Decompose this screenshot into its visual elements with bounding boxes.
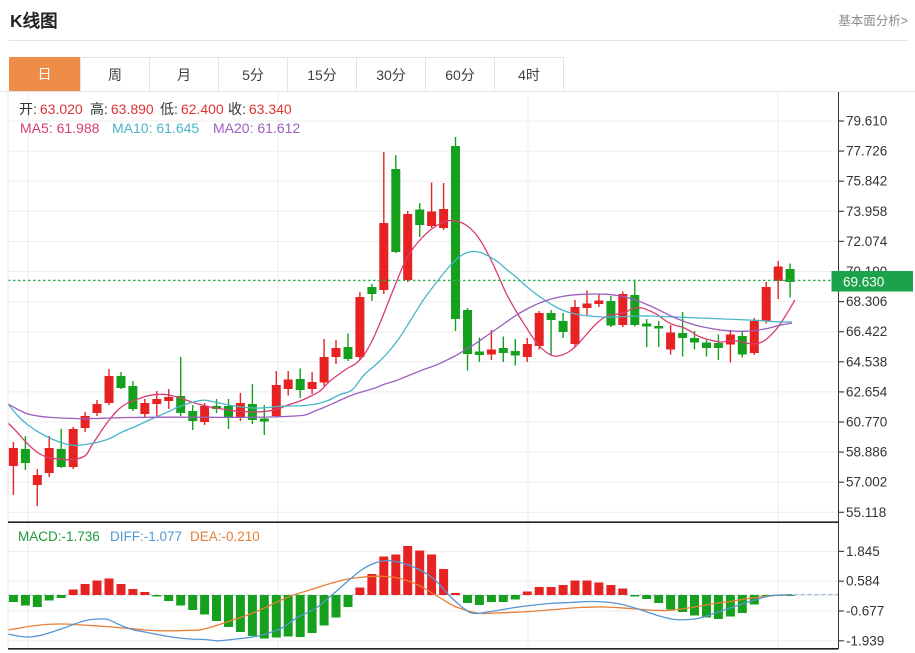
svg-text:69.630: 69.630 (843, 275, 884, 290)
svg-text:57.002: 57.002 (846, 475, 887, 490)
svg-text:-0.677: -0.677 (846, 604, 884, 619)
svg-text:0.584: 0.584 (846, 574, 880, 589)
svg-text:60.770: 60.770 (846, 415, 887, 430)
svg-text:73.958: 73.958 (846, 204, 887, 219)
svg-text:75.842: 75.842 (846, 174, 887, 189)
svg-text:58.886: 58.886 (846, 445, 887, 460)
svg-text:1.845: 1.845 (846, 544, 880, 559)
svg-text:-1.939: -1.939 (846, 633, 884, 648)
svg-text:62.654: 62.654 (846, 384, 888, 399)
svg-text:72.074: 72.074 (846, 234, 888, 249)
svg-text:68.306: 68.306 (846, 294, 887, 309)
svg-text:64.538: 64.538 (846, 354, 887, 369)
svg-text:79.610: 79.610 (846, 114, 887, 129)
svg-text:55.118: 55.118 (846, 505, 886, 520)
svg-text:77.726: 77.726 (846, 144, 887, 159)
svg-text:66.422: 66.422 (846, 324, 887, 339)
